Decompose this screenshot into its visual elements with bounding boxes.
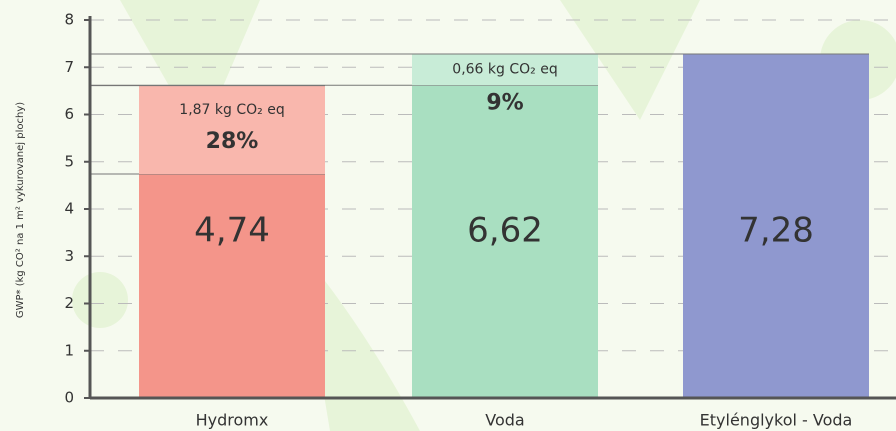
x-tick-label: Voda — [485, 411, 524, 430]
y-tick-label: 0 — [64, 389, 74, 407]
value-label: 7,28 — [738, 211, 814, 251]
y-tick-label: 6 — [64, 105, 74, 123]
y-tick-label: 5 — [64, 152, 74, 170]
value-label: 4,74 — [194, 211, 270, 251]
y-tick-label: 2 — [64, 294, 74, 312]
x-tick-label: Etylénglykol - Voda — [700, 411, 853, 430]
segment-label: 1,87 kg CO₂ eq — [179, 102, 284, 118]
x-tick-label: Hydromx — [196, 411, 269, 430]
chart: GWP* (kg CO² na 1 m² vykurovanej plochy)… — [0, 0, 896, 431]
segment-label: 0,66 kg CO₂ eq — [452, 62, 557, 78]
y-tick-label: 4 — [64, 200, 74, 218]
share-label: 28% — [206, 129, 259, 154]
value-label: 6,62 — [467, 211, 543, 251]
y-axis-label: GWP* (kg CO² na 1 m² vykurovanej plochy) — [15, 102, 26, 318]
share-label: 9% — [486, 91, 523, 116]
bar-segment — [139, 174, 325, 398]
y-tick-label: 7 — [64, 58, 74, 76]
page: {"chart_data": {"type": "stacked-bar", "… — [0, 0, 896, 431]
y-tick-label: 1 — [64, 341, 74, 359]
y-tick-label: 3 — [64, 247, 74, 265]
y-tick-label: 8 — [64, 11, 74, 29]
